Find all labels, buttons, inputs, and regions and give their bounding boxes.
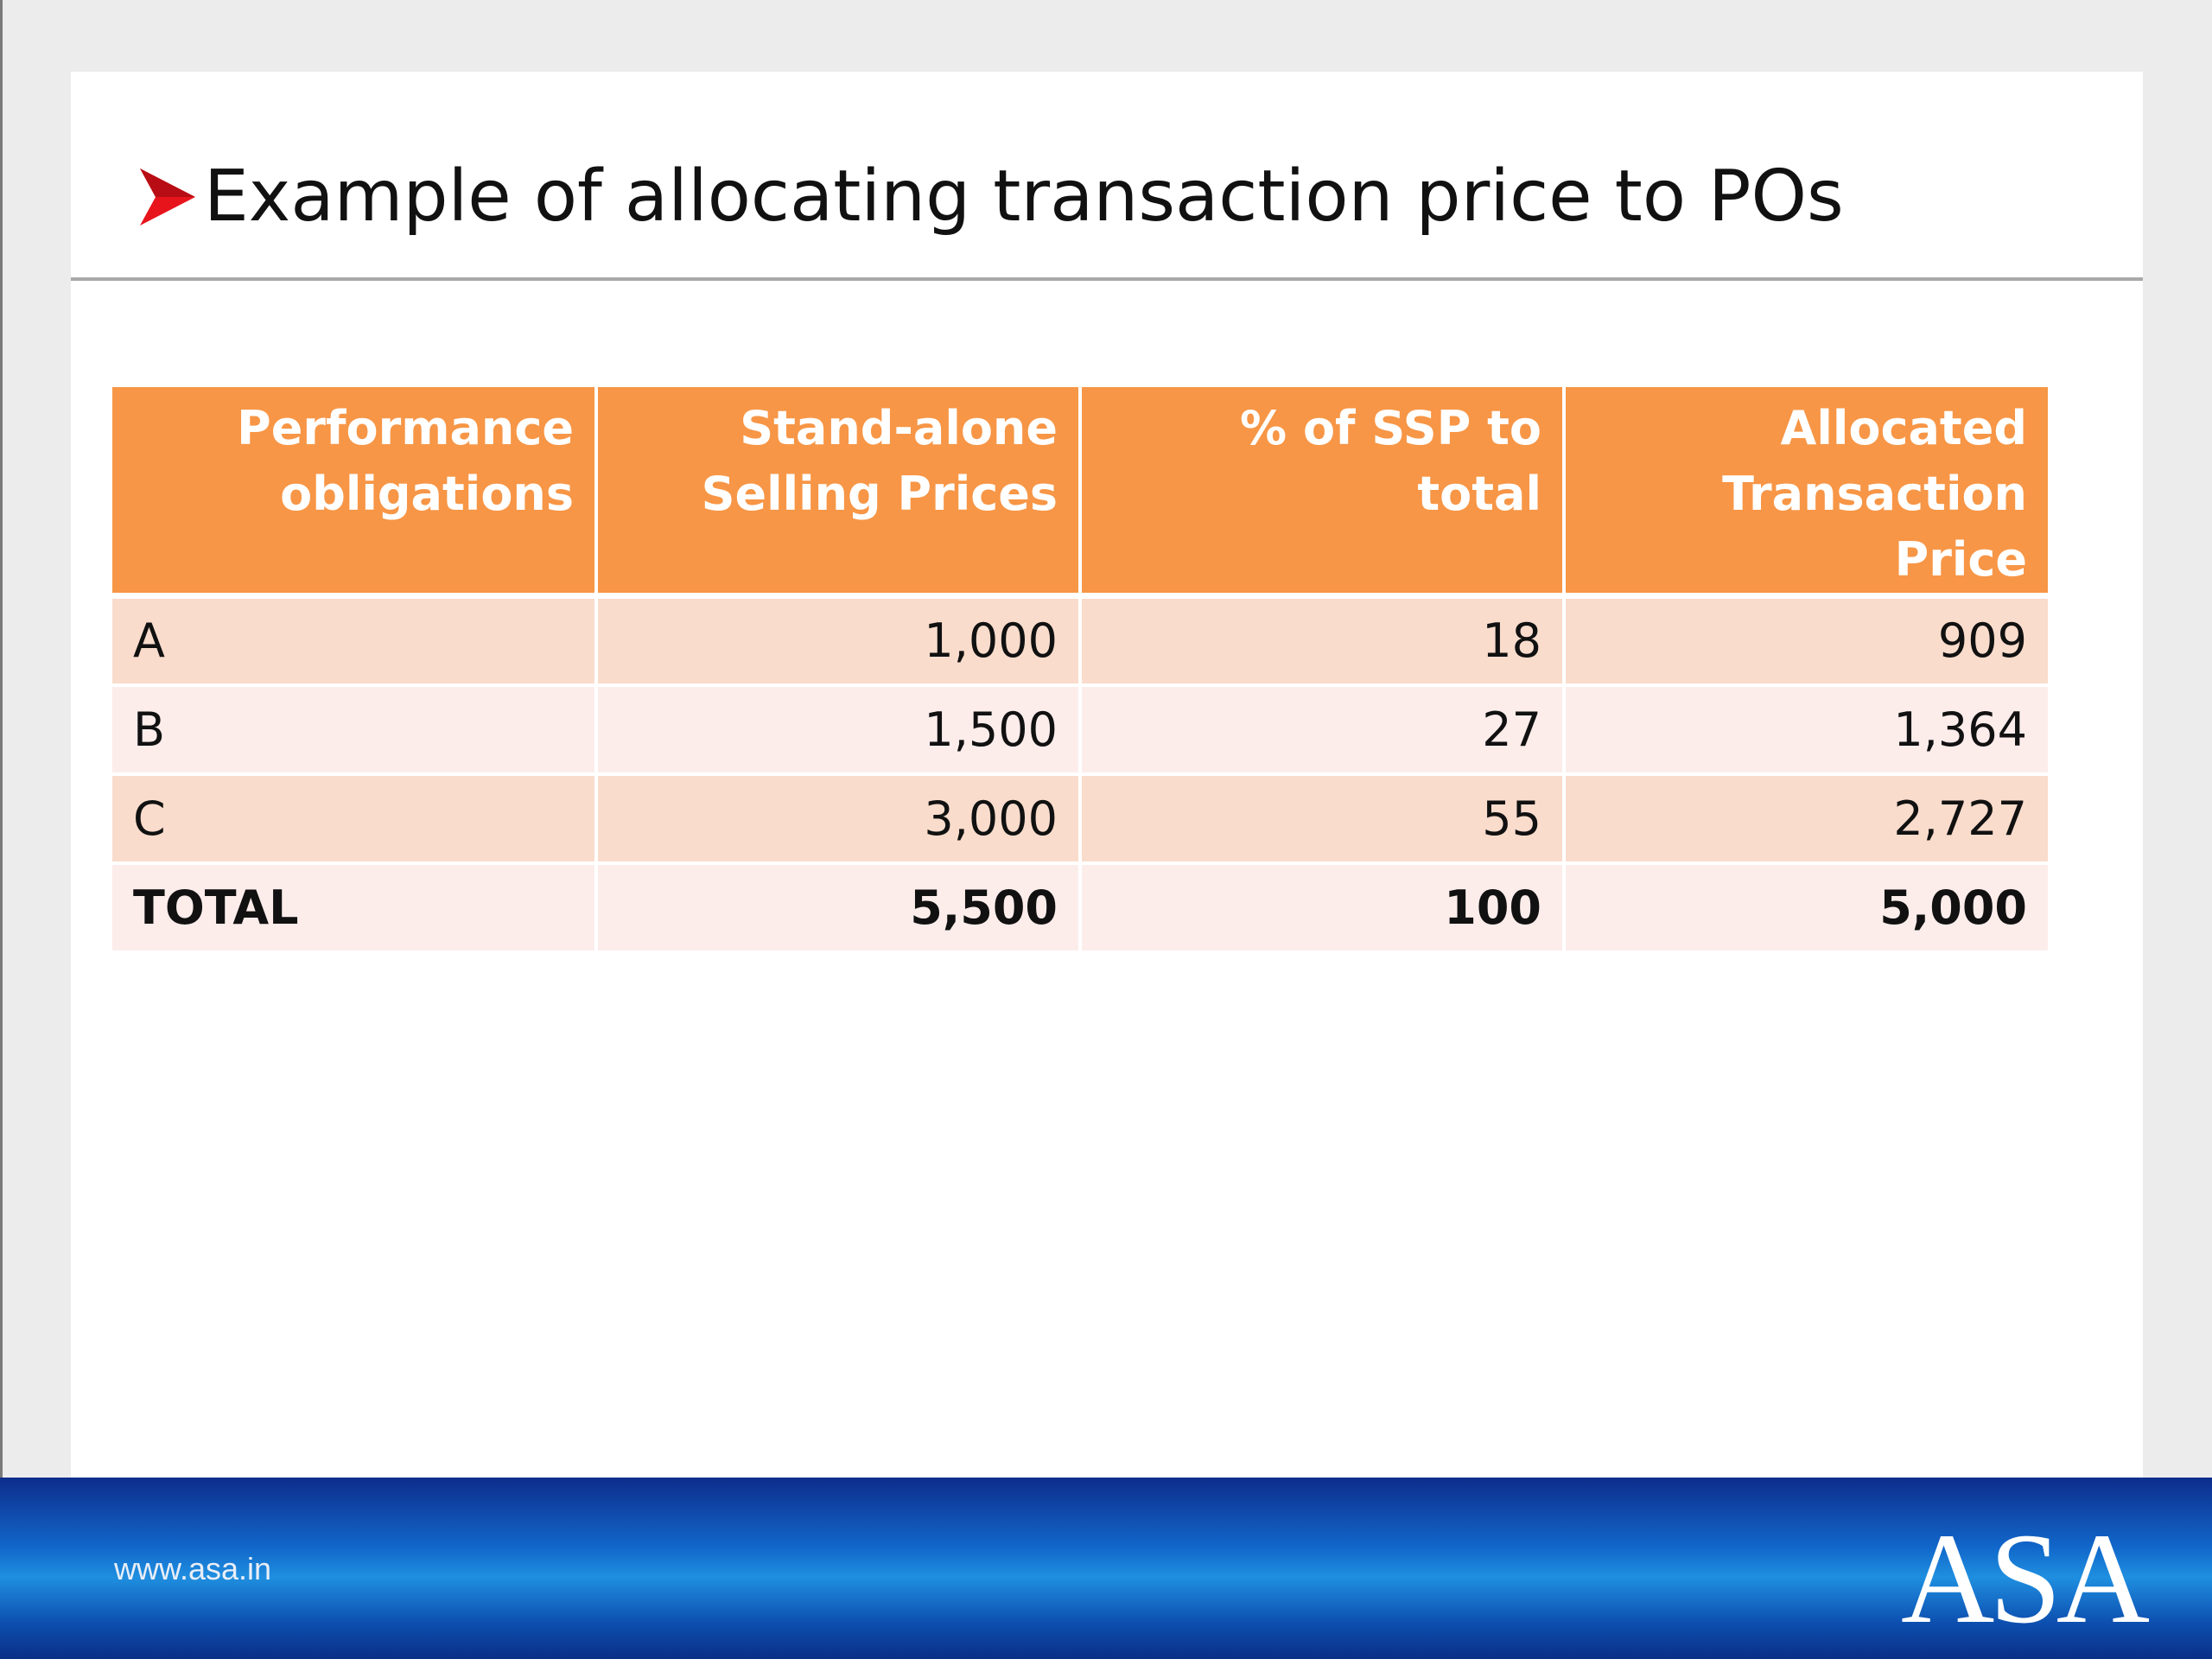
asa-logo: ASA (1901, 1507, 2150, 1650)
table-row: A 1,000 18 909 (112, 595, 2048, 687)
table-cell: 909 (1564, 595, 2048, 687)
column-header-performance-obligations: Performance obligations (112, 387, 598, 599)
footer-url: www.asa.in (114, 1551, 272, 1586)
column-header-allocated-transaction-price: Allocated Transaction Price (1564, 387, 2048, 599)
table-cell: 1,364 (1564, 684, 2048, 776)
footer-banner: www.asa.in ASA (0, 1478, 2212, 1659)
table-cell: 2,727 (1564, 773, 2048, 865)
total-cell: 100 (1080, 862, 1566, 954)
table-header-row: Performance obligations Stand-alone Sell… (112, 387, 2048, 599)
table-total-row: TOTAL 5,500 100 5,000 (112, 862, 2048, 954)
table-cell: C (112, 773, 598, 865)
column-header-stand-alone-selling-prices: Stand-alone Selling Prices (596, 387, 1082, 599)
slide: Example of allocating transaction price … (71, 72, 2143, 1480)
slide-title-row: Example of allocating transaction price … (138, 149, 1844, 245)
column-header-percent-ssp: % of SSP to total (1080, 387, 1566, 599)
table-cell: 55 (1080, 773, 1566, 865)
table-row: C 3,000 55 2,727 (112, 773, 2048, 865)
allocation-table: Performance obligations Stand-alone Sell… (112, 387, 2048, 954)
table-cell: 18 (1080, 595, 1566, 687)
slide-title: Example of allocating transaction price … (204, 156, 1844, 238)
table-cell: 1,500 (596, 684, 1082, 776)
title-divider (71, 277, 2143, 281)
table-cell: 3,000 (596, 773, 1082, 865)
table-cell: A (112, 595, 598, 687)
table-cell: 1,000 (596, 595, 1082, 687)
table-cell: B (112, 684, 598, 776)
total-cell: 5,500 (596, 862, 1082, 954)
table-cell: 27 (1080, 684, 1566, 776)
total-cell: 5,000 (1564, 862, 2048, 954)
total-label-cell: TOTAL (112, 862, 598, 954)
arrowhead-bullet-icon (140, 168, 195, 226)
table-row: B 1,500 27 1,364 (112, 684, 2048, 776)
